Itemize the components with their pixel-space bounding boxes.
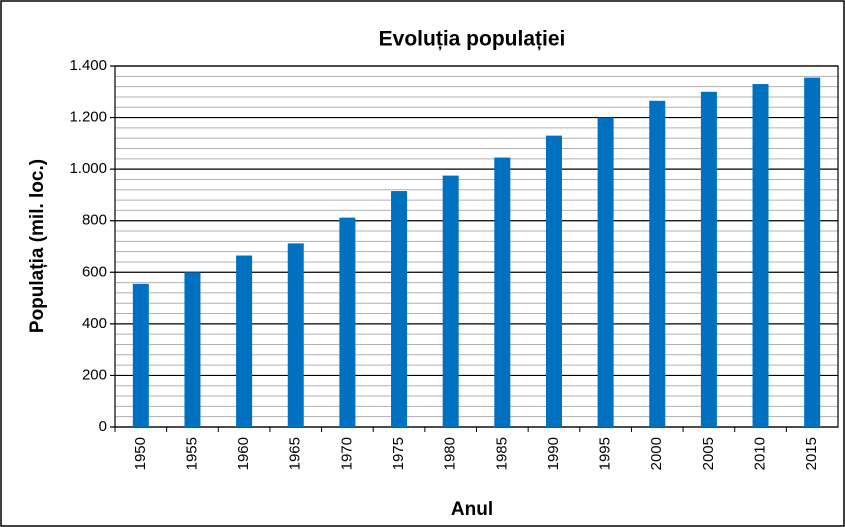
bar — [339, 217, 356, 427]
x-tick-label: 1955 — [183, 437, 200, 470]
bar — [391, 191, 408, 427]
y-tick-label: 1.400 — [69, 57, 107, 74]
bar — [804, 77, 821, 427]
x-tick-label: 1990 — [545, 437, 562, 470]
y-tick-label: 200 — [82, 366, 107, 383]
bar — [752, 84, 769, 428]
bar — [132, 283, 149, 427]
bar — [236, 255, 253, 427]
x-tick-label: 1965 — [287, 437, 304, 470]
x-tick-label: 2005 — [700, 437, 717, 470]
y-tick-label: 1.200 — [69, 109, 107, 126]
x-tick-label: 2015 — [803, 437, 820, 470]
bar — [545, 135, 562, 427]
y-axis-label: Populația (mil. loc.) — [27, 159, 48, 333]
x-tick-label: 1985 — [493, 437, 510, 470]
x-tick-label: 1950 — [132, 437, 149, 470]
y-tick-label: 1.000 — [69, 160, 107, 177]
bar — [597, 117, 614, 428]
x-axis-label: Anul — [451, 499, 493, 520]
bar — [442, 175, 459, 427]
x-tick-label: 1980 — [442, 437, 459, 470]
x-tick-label: 2010 — [752, 437, 769, 470]
x-tick-label: 1960 — [235, 437, 252, 470]
bar — [287, 243, 304, 427]
bar — [184, 272, 201, 427]
y-tick-label: 600 — [82, 263, 107, 280]
bar — [700, 91, 717, 428]
y-tick-label: 800 — [82, 212, 107, 229]
y-tick-label: 0 — [99, 418, 107, 435]
y-tick-label: 400 — [82, 315, 107, 332]
chart-title: Evoluția populației — [379, 28, 566, 51]
x-tick-label: 1975 — [390, 437, 407, 470]
bar — [649, 100, 666, 427]
x-tick-label: 1970 — [338, 437, 355, 470]
bar — [494, 157, 511, 427]
x-tick-label: 1995 — [597, 437, 614, 470]
x-tick-label: 2000 — [648, 437, 665, 470]
